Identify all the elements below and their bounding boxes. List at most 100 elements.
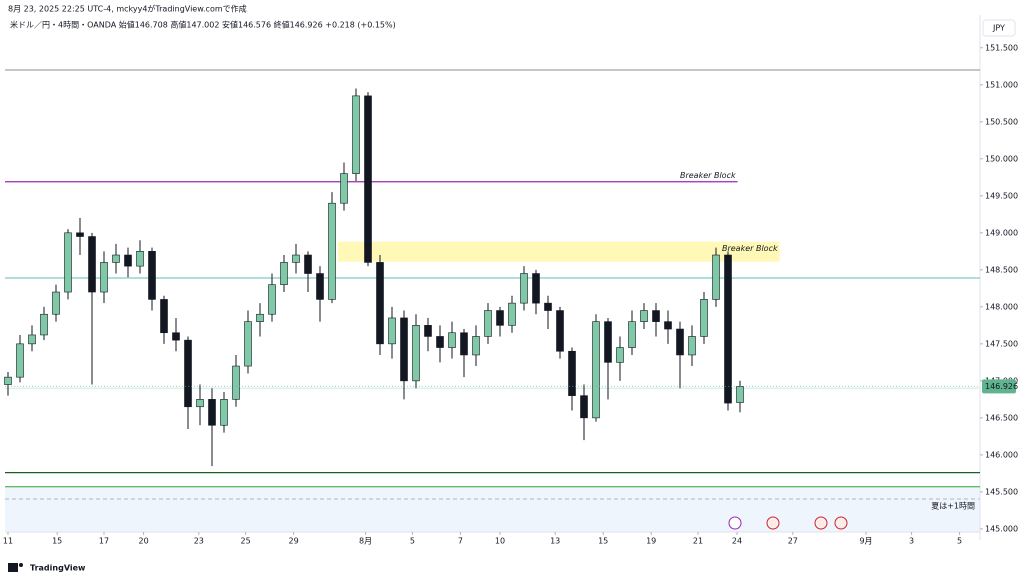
candle-body	[220, 399, 228, 426]
x-tick-label: 27	[788, 537, 798, 546]
candle-body	[556, 310, 564, 352]
candle-body	[28, 334, 36, 345]
y-tick-label: 146.500	[985, 413, 1018, 422]
y-tick-label: 148.500	[985, 265, 1018, 274]
x-tick-label: 3	[909, 537, 914, 546]
candle-body	[292, 254, 300, 263]
candle-body	[724, 254, 732, 404]
candle-body	[592, 321, 600, 419]
candle-body	[712, 254, 720, 300]
candle-body	[532, 273, 540, 304]
candle-body	[352, 95, 360, 174]
x-tick-label: 5	[957, 537, 962, 546]
x-tick-label: 19	[646, 537, 656, 546]
candle-body	[376, 262, 384, 345]
candle-body	[328, 202, 336, 300]
session-area	[5, 487, 980, 532]
candle-body	[304, 254, 312, 274]
candle-body	[232, 365, 240, 400]
symbol-title: 米ドル／円・4時間・OANDA 始値146.708 高値147.002 安値14…	[10, 20, 396, 30]
candle-body	[112, 254, 120, 263]
x-tick-label: 17	[99, 537, 109, 546]
candle-body	[460, 332, 468, 356]
candle-body	[76, 232, 84, 237]
logo: TradingView	[8, 563, 86, 573]
candle-body	[100, 262, 108, 293]
candle-body	[664, 321, 672, 330]
candle-body	[340, 173, 348, 204]
candle-body	[124, 254, 132, 267]
event-icon[interactable]	[814, 516, 828, 530]
candle-body	[616, 347, 624, 363]
candle-body	[544, 302, 552, 311]
candle-body	[568, 350, 576, 396]
event-icon[interactable]	[728, 516, 742, 530]
event-icons	[728, 516, 848, 530]
candle-body	[736, 386, 744, 403]
y-tick-label: 145.500	[985, 487, 1018, 496]
candle-body	[652, 310, 660, 322]
candle-body	[268, 284, 276, 315]
logo-mark	[8, 563, 18, 572]
last-price-label: 146.926	[985, 382, 1018, 391]
y-tick-label: 149.000	[985, 228, 1018, 237]
candle-body	[436, 336, 444, 348]
candle-body	[364, 95, 372, 263]
event-icon[interactable]	[834, 516, 848, 530]
candle-body	[52, 291, 60, 315]
candle-body	[16, 343, 24, 378]
x-tick-label: 20	[139, 537, 149, 546]
y-tick-label: 146.000	[985, 450, 1018, 459]
candle-body	[196, 399, 204, 408]
candle-body	[256, 313, 264, 322]
candle-body	[412, 325, 420, 382]
y-tick-label: 150.500	[985, 117, 1018, 126]
currency[interactable]: JPY	[992, 24, 1005, 33]
x-tick-label: 21	[693, 537, 703, 546]
candle-body	[688, 336, 696, 356]
candle-body	[604, 321, 612, 363]
candle-body	[520, 273, 528, 304]
session-note: 夏は+1時間	[931, 502, 975, 511]
x-tick-label: 24	[732, 537, 742, 546]
zone-label: Breaker Block	[722, 244, 778, 253]
y-tick-label: 145.000	[985, 524, 1018, 533]
event-icon[interactable]	[766, 516, 780, 530]
x-tick-label: 7	[458, 537, 463, 546]
candle-body	[184, 339, 192, 408]
zone	[338, 241, 780, 262]
candle-body	[508, 302, 516, 326]
candle-body	[160, 299, 168, 334]
x-tick-label: 9月	[859, 537, 872, 546]
y-tick-label: 151.000	[985, 80, 1018, 89]
candle-body	[580, 395, 588, 419]
brand: TradingView	[30, 564, 86, 573]
y-tick-label: 150.000	[985, 154, 1018, 163]
currency-box[interactable]	[982, 19, 1016, 37]
level-label: Breaker Block	[680, 171, 736, 180]
logo-mark	[19, 563, 23, 567]
candle-body	[88, 236, 96, 293]
candle-body	[172, 332, 180, 341]
x-tick-label: 10	[495, 537, 505, 546]
candle-body	[472, 336, 480, 356]
candle-body	[4, 376, 12, 385]
candle-body	[424, 325, 432, 337]
last-price-box	[982, 379, 1016, 394]
candle-body	[244, 321, 252, 367]
candle-body	[388, 317, 396, 345]
y-tick-label: 149.500	[985, 191, 1018, 200]
candle-body	[700, 299, 708, 337]
x-tick-label: 11	[3, 537, 13, 546]
y-tick-label: 148.000	[985, 302, 1018, 311]
caption: 8月 23, 2025 22:25 UTC-4, mckyy4がTradingV…	[8, 4, 247, 14]
candle-body	[640, 310, 648, 322]
x-tick-label: 23	[194, 537, 204, 546]
candle-body	[280, 262, 288, 285]
candle-body	[136, 251, 144, 267]
candle-body	[628, 321, 636, 348]
candle-body	[208, 399, 216, 426]
y-tick-label: 151.500	[985, 43, 1018, 52]
candle-body	[148, 251, 156, 300]
